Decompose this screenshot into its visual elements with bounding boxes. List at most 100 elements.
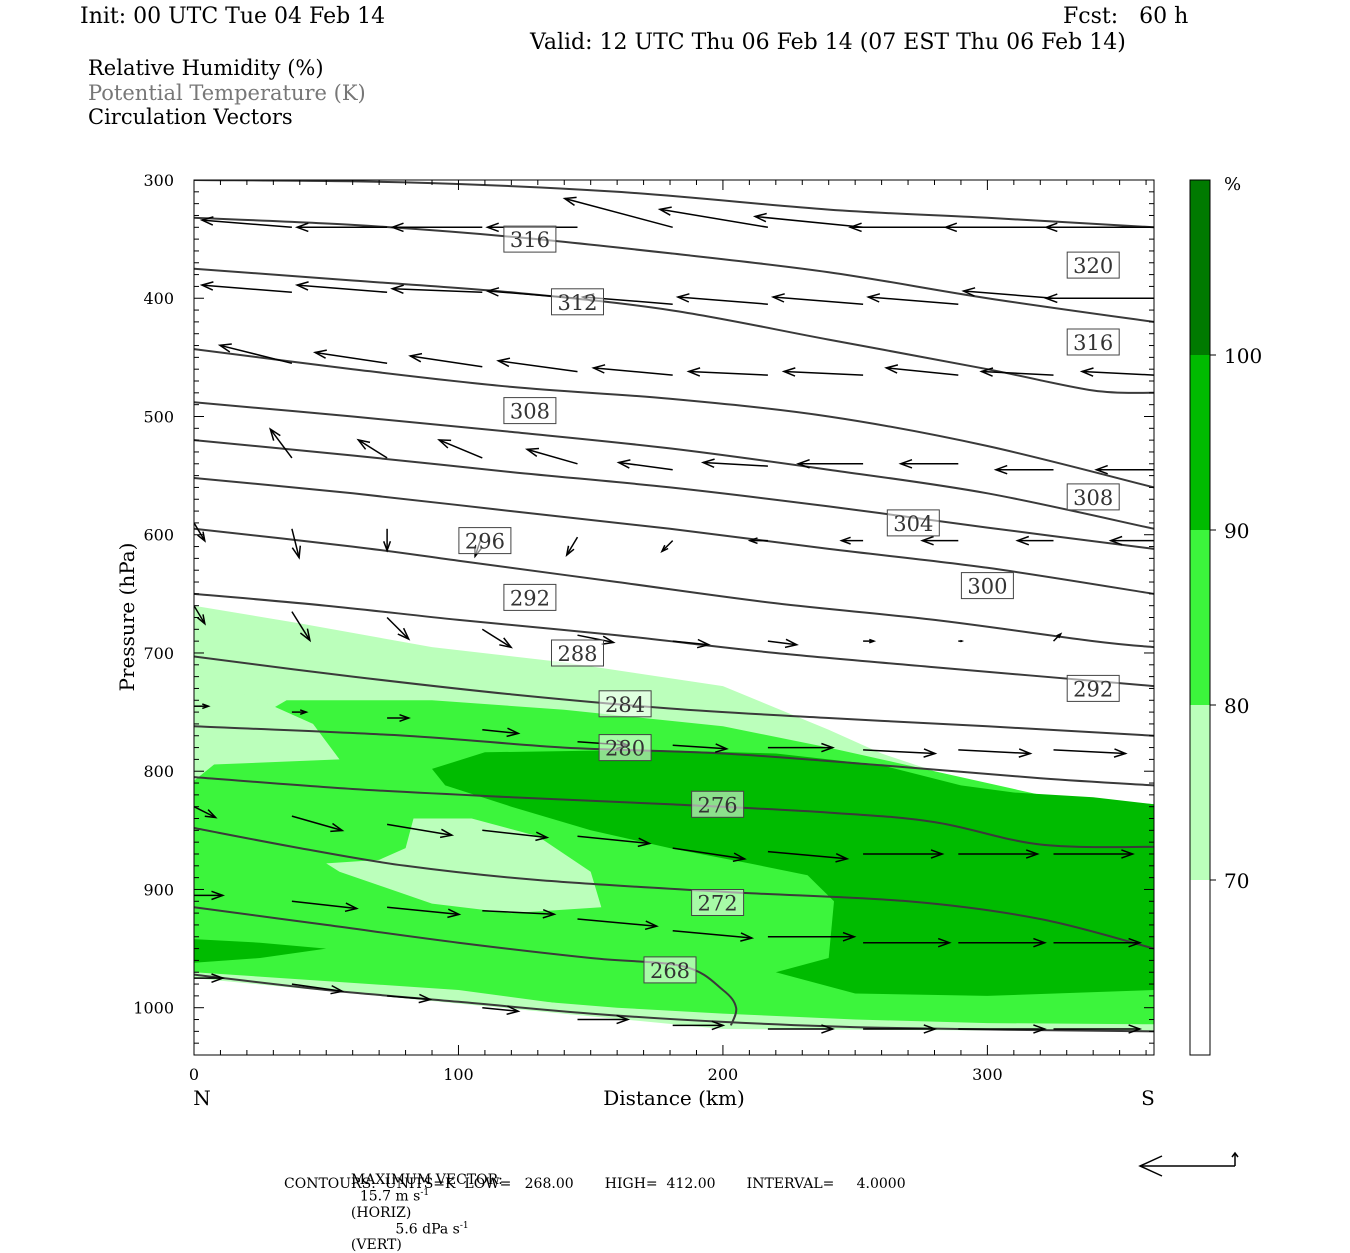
vector-head: [294, 222, 309, 233]
circulation-vector: [1052, 632, 1063, 642]
y-tick-label: 800: [143, 762, 174, 781]
circulation-vector: [672, 638, 711, 649]
theta-label: 288: [551, 639, 604, 667]
colorbar-label: 90: [1224, 519, 1249, 543]
theta-label: 284: [598, 690, 652, 718]
vector-head: [330, 984, 345, 995]
theta-label: 296: [458, 527, 512, 555]
vector-head: [202, 703, 211, 710]
theta-label: 316: [1066, 328, 1120, 356]
theta-label: 292: [1066, 674, 1120, 702]
circulation-vector: [291, 611, 312, 643]
vector-shaft: [963, 290, 1054, 299]
theta-label-box: [691, 889, 745, 916]
vector-shaft: [387, 995, 431, 1001]
vector-head: [299, 628, 312, 643]
x-tick-label: 300: [972, 1065, 1003, 1084]
vector-head: [344, 902, 359, 913]
vector-head: [937, 937, 952, 948]
x-tick-label: 0: [189, 1065, 199, 1084]
vector-head: [961, 287, 976, 297]
circulation-vector: [482, 1005, 521, 1016]
vector-head: [1128, 937, 1143, 948]
colorbar-label: 100: [1224, 344, 1262, 368]
vector-head: [199, 281, 214, 291]
vector-shaft: [410, 355, 483, 368]
vector-head: [675, 293, 690, 303]
colorbar-frame: [1189, 179, 1211, 1056]
theta-contour-284: [194, 655, 1154, 737]
theta-label-text: 276: [698, 793, 738, 817]
theta-contour-288: [194, 592, 1154, 688]
vector-head: [960, 639, 965, 643]
theta-contour-312: [194, 267, 1154, 394]
rh-hole-80: [194, 676, 340, 766]
circulation-vector: [675, 293, 768, 305]
vector-head: [1025, 849, 1040, 859]
vector-head: [821, 742, 835, 753]
circulation-vector: [496, 357, 578, 373]
vector-shaft: [386, 616, 410, 640]
vector-head: [923, 1024, 938, 1034]
vector-head: [660, 544, 669, 553]
vector-head: [496, 357, 511, 368]
rh-hole-80: [543, 1001, 1154, 1032]
circulation-vector: [481, 628, 513, 649]
vector-shaft: [577, 835, 650, 845]
vector-head: [397, 627, 411, 641]
y-tick-label: 700: [143, 644, 174, 663]
circulation-vector: [386, 823, 455, 839]
theta-label-text: 316: [510, 228, 550, 252]
vector-head: [711, 1020, 726, 1031]
circulation-vector: [958, 937, 1047, 948]
circulation-vector: [291, 815, 345, 833]
vector-shaft: [868, 296, 959, 305]
circulation-vector: [767, 931, 857, 942]
circulation-vector: [382, 528, 392, 553]
circulation-vector: [1079, 367, 1154, 377]
vector-layer: [194, 196, 1154, 1034]
vector-head: [382, 541, 392, 553]
circulation-vector: [767, 638, 799, 649]
theta-label-box: [691, 790, 745, 818]
vector-head: [848, 222, 862, 233]
vector-head: [1018, 748, 1033, 758]
theta-label-box: [598, 734, 652, 762]
vector-head: [770, 293, 785, 303]
circulation-vector: [199, 281, 292, 294]
vector-shaft: [755, 215, 864, 229]
reference-vector-icon: [1138, 1151, 1239, 1177]
vector-head: [869, 638, 877, 644]
vector-head: [217, 343, 232, 353]
circulation-vector: [1053, 1024, 1143, 1034]
theta-label-text: 272: [698, 892, 738, 916]
vector-head: [740, 932, 755, 942]
circulation-vector: [958, 748, 1033, 758]
vector-shaft: [783, 370, 864, 376]
circulation-vector: [199, 216, 292, 229]
vector-head: [747, 537, 758, 545]
circulation-vector: [1153, 640, 1154, 642]
circulation-vector: [312, 349, 388, 365]
theta-contour-320: [194, 180, 1154, 229]
circulation-vector: [577, 634, 616, 646]
vector-head: [637, 837, 652, 848]
theta-label-text: 292: [510, 586, 550, 610]
vector-head: [418, 993, 433, 1004]
vector-shaft: [659, 208, 769, 229]
vector-shaft: [767, 640, 797, 646]
circulation-vector: [577, 1014, 631, 1025]
vector-head: [211, 973, 225, 984]
vector-head: [979, 367, 994, 377]
theta-label-text: 280: [605, 737, 645, 761]
rh-fill-layer: [194, 605, 1154, 1032]
circulation-vector: [482, 727, 521, 738]
vector-head: [644, 920, 659, 931]
vector-head: [197, 614, 206, 626]
axes-layer: 0 100 200 300 300 400 500 600 700 800 900 1000: [133, 171, 1154, 1084]
vector-shaft: [618, 461, 673, 471]
theta-contour-272: [194, 827, 1154, 950]
init-time: Init: 00 UTC Tue 04 Feb 14: [80, 4, 386, 29]
theta-label-box: [503, 397, 557, 425]
theta-label-text: 308: [1073, 486, 1113, 510]
